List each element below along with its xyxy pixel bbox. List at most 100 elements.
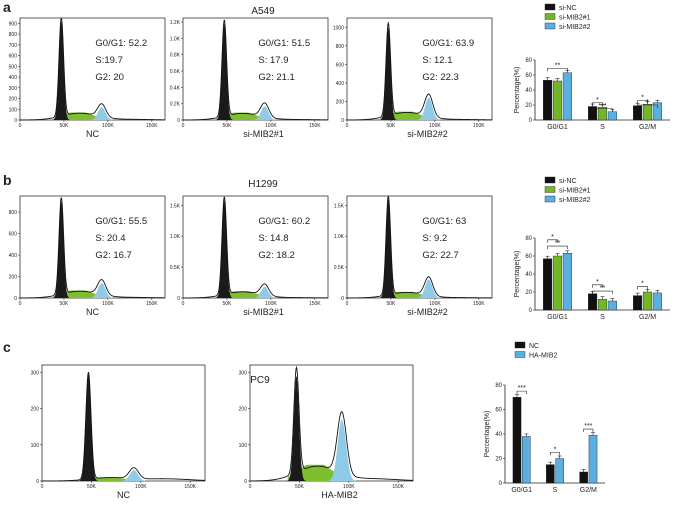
panel-0-hist-0-stat-1: S:19.7 — [95, 55, 122, 66]
panel-2-hist-0-frame — [41, 364, 206, 482]
panel-1-bar-sig-bracket — [547, 239, 558, 243]
panel-0-hist-2-xlabel: si-MIB2#2 — [407, 129, 448, 139]
panel-2-bar-bar — [555, 458, 564, 484]
panel-0-hist-1-frame — [182, 17, 329, 121]
panel-1-hist-1-xlabel: si-MIB2#1 — [243, 307, 284, 317]
panel-0-hist-2-stat-0: G0/G1: 63.9 — [422, 38, 474, 49]
panel-1-hist-0-ytick-label: 0 — [14, 296, 17, 302]
panel-0-hist-1-ytick-label: 1.0K — [170, 36, 181, 42]
panel-1-hist-2-total-outline — [346, 195, 493, 299]
panel-1-hist-2-stat-1: S: 9.2 — [422, 233, 447, 244]
panel-1-hist-1-xtick-label: 50K — [222, 301, 232, 307]
panel-0-hist-0-ytick-label: 500 — [9, 64, 18, 70]
panel-1-hist-2-ytick-label: 1.0K — [334, 234, 345, 240]
panel-0-bar-ytick-label: 0 — [529, 118, 533, 124]
panel-0-hist-2-ytick-label: 800 — [336, 44, 345, 50]
panel-2-hist-0-xtick-label: 150K — [184, 484, 196, 490]
panel-0-hist-2-total-outline — [346, 21, 493, 121]
panel-1-bar-ytick-label: 80 — [525, 236, 532, 242]
panel-2-bar-ytick-label: 0 — [499, 481, 503, 487]
panel-2-hist-1-g1-peak-area — [285, 375, 308, 481]
panel-2-hist-1-total-outline — [249, 365, 414, 482]
panel-0-hist-1-xtick-label: 150K — [309, 123, 321, 129]
panel-0-hist-2-ytick-label: 600 — [336, 62, 345, 68]
panel-1-hist-1-xtick-label: 150K — [309, 301, 321, 307]
panel-1-hist-1-stat-1: S: 14.8 — [258, 233, 288, 244]
panel-0-bar-bar — [607, 111, 617, 121]
panel-1-hist-1-xtick-label: 0 — [182, 301, 185, 307]
panel-2-bar-sig-bracket — [516, 390, 527, 395]
panel-1-hist-2-ytick-label: 0 — [341, 296, 344, 302]
panel-2-hist-0-ytick-label: 100 — [31, 443, 40, 449]
panel-1-bar-sig-label: ** — [555, 240, 561, 247]
panel-2-bar-sig-label: *** — [518, 385, 526, 392]
panel-0-hist-0-ytick-label: 600 — [9, 54, 18, 60]
panel-0-bar-xtick-label: G0/G1 — [547, 124, 568, 131]
panel-0-hist-0-ytick-label: 800 — [9, 32, 18, 38]
panel-0-bar-sig-bracket — [547, 67, 568, 72]
panel-0-hist-2-ytick-label: 400 — [336, 81, 345, 87]
panel-0-hist-1-ytick-label: 0 — [177, 118, 180, 124]
panel-2-bar-ytick-label: 20 — [495, 457, 502, 463]
panel-0-hist-1-g1-peak-area — [214, 23, 234, 121]
panel-1-bar-legend-label: si-NC — [559, 178, 577, 185]
panel-2-bar-xtick-label: G2/M — [580, 487, 597, 494]
panel-2-hist-0-xtick-label: 50K — [87, 484, 97, 490]
panel-2-bar-legend-label: NC — [529, 343, 539, 350]
panel-2-hist-1-ytick-label: 200 — [239, 407, 248, 413]
panel-0-hist-0-xlabel: NC — [86, 129, 99, 139]
panel-1-bar-xtick-label: G2/M — [639, 314, 656, 321]
panel-0-bar-bar — [562, 72, 572, 121]
panel-0-bar-legend-swatch — [544, 13, 556, 20]
panel-0-bar-sig-label: * — [641, 95, 644, 102]
panel-2-bar-sig-bracket — [550, 452, 560, 456]
panel-0-hist-1-ytick-label: 0.6K — [170, 69, 181, 75]
panel-1-bar-legend-swatch — [544, 176, 556, 184]
panel-2-hist-1-xlabel: HA-MIB2 — [321, 490, 358, 500]
panel-0-hist-2-xtick-label: 100K — [429, 123, 441, 129]
panel-0-hist-1-ytick-label: 0.8K — [170, 53, 181, 59]
panel-0-hist-2-xtick-label: 150K — [473, 123, 485, 129]
panel-0-hist-1-ytick-label: 1.2K — [170, 20, 181, 26]
panel-0-hist-2-frame — [346, 17, 493, 121]
panel-0-hist-0-ytick-label: 700 — [9, 43, 18, 49]
panel-1-bar-bar — [552, 255, 563, 311]
panel-1-bar-legend-swatch — [544, 195, 556, 203]
panel-0-hist-2-ytick-label: 200 — [336, 99, 345, 105]
panel-1-bar-bar — [597, 299, 608, 311]
panel-2-hist-0-xtick-label: 100K — [135, 484, 147, 490]
panel-2-bar-bar — [546, 464, 555, 484]
panel-1-hist-1-ytick-label: 1.5K — [170, 203, 181, 209]
panel-1-hist-0-ytick-label: 800 — [9, 210, 18, 216]
panel-1-hist-0-xtick-label: 100K — [102, 301, 114, 307]
panel-0-hist-2-ytick-label: 0 — [341, 118, 344, 124]
panel-0-hist-0-xtick-label: 50K — [59, 123, 69, 129]
panel-0-bar-sig-label: ** — [555, 62, 561, 69]
panel-1-bar-bar — [588, 293, 598, 311]
panel-1-bar-ytick-label: 60 — [525, 254, 532, 260]
panel-2-hist-1-ytick-label: 0 — [244, 479, 247, 485]
panel-1-bar-xtick-label: S — [600, 314, 605, 321]
panel-1-bar-sig-bracket — [592, 284, 603, 288]
panel-1-hist-2-frame — [346, 195, 493, 299]
panel-2-bar-bar — [522, 436, 531, 484]
panel-1-bar-bar — [543, 258, 553, 311]
panel-1-bar-sig-label: ** — [600, 285, 606, 292]
panel-0-hist-1-stat-1: S: 17.9 — [258, 55, 288, 66]
panel-0-hist-1-xtick-label: 100K — [265, 123, 277, 129]
panel-0-bar-sig-bracket — [592, 108, 613, 112]
panel-0-hist-0-frame — [19, 17, 166, 121]
panel-0-hist-1-stat-2: G2: 21.1 — [258, 72, 294, 83]
panel-1-hist-2-xtick-label: 0 — [346, 301, 349, 307]
panel-1-hist-2-xtick-label: 150K — [473, 301, 485, 307]
panel-1-bar-bar — [607, 300, 617, 311]
panel-1-hist-0-stat-2: G2: 16.7 — [95, 250, 131, 261]
panel-0-hist-0-stat-2: G2: 20 — [95, 72, 124, 83]
panel-1-hist-1-g2-peak-area — [253, 286, 278, 298]
panel-0-hist-2-xtick-label: 0 — [346, 123, 349, 129]
panel-1-bar-xtick-label: G0/G1 — [547, 314, 568, 321]
panel-0-hist-1-total-outline — [182, 19, 329, 121]
panel-1-hist-0-xtick-label: 50K — [59, 301, 69, 307]
panel-0-hist-2-g1-peak-area — [378, 27, 398, 120]
panel-2-bar-sig-label: * — [554, 446, 557, 453]
